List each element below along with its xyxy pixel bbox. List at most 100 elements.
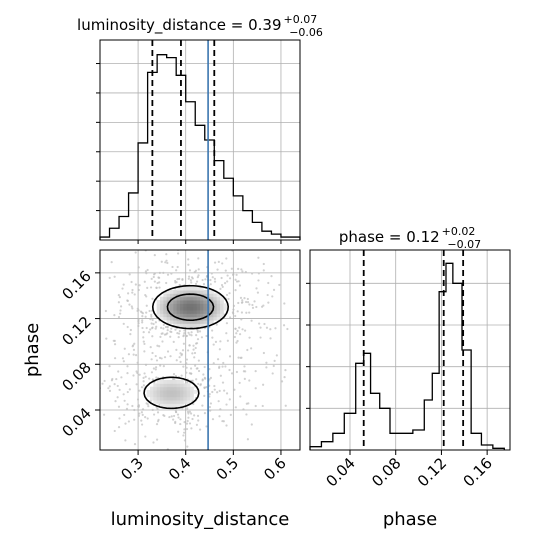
joint-density-cell-44-18 <box>160 300 164 304</box>
joint-sample-point-400 <box>236 329 239 332</box>
joint-sample-point-869 <box>237 301 240 305</box>
joint-sample-point-827 <box>243 377 246 380</box>
joint-sample-point-590 <box>237 280 240 283</box>
joint-density-cell-48-30 <box>200 286 204 291</box>
joint-density-cell-37-28 <box>193 323 198 328</box>
joint-sample-point-246 <box>159 335 162 338</box>
joint-sample-point-843 <box>251 303 254 307</box>
joint-density-cell-42-17 <box>156 306 161 311</box>
joint-sample-point-637 <box>209 409 212 412</box>
joint-sample-point-361 <box>197 268 200 271</box>
joint-sample-point-852 <box>202 283 206 286</box>
joint-sample-point-748 <box>251 306 255 309</box>
joint-density-cell-16-15 <box>150 393 154 398</box>
joint-density-cell-45-36 <box>220 296 224 301</box>
joint-density-cell-20-22 <box>173 380 178 384</box>
joint-density-cell-48-26 <box>186 286 191 291</box>
joint-density-cell-42-33 <box>210 306 214 311</box>
joint-density-cell-45-19 <box>163 296 168 301</box>
joint-sample-point-172 <box>227 297 230 301</box>
joint-sample-point-125 <box>232 312 235 315</box>
joint-sample-point-740 <box>146 268 149 272</box>
joint-density-cell-37-24 <box>180 323 184 328</box>
joint-sample-point-568 <box>228 398 231 401</box>
joint-sample-point-43 <box>228 277 232 280</box>
joint-density-cell-16-18 <box>160 393 164 398</box>
joint-sample-point-783 <box>235 341 238 344</box>
joint-sample-point-889 <box>149 318 152 321</box>
joint-sample-point-896 <box>158 281 161 284</box>
joint-sample-point-366 <box>137 266 140 269</box>
joint-sample-point-885 <box>190 372 193 375</box>
joint-sample-point-630 <box>137 324 140 328</box>
joint-density-cell-17-27 <box>190 390 194 394</box>
joint-sample-point-853 <box>101 382 104 385</box>
joint-density-cell-41-30 <box>200 310 204 314</box>
joint-sample-point-80 <box>126 390 129 394</box>
phase-xtick-label-1: 0.08 <box>368 454 404 490</box>
joint-density-cell-43-36 <box>220 303 224 308</box>
joint-sample-point-92 <box>154 368 157 371</box>
joint-density-cell-37-27 <box>190 323 194 328</box>
joint-sample-point-184 <box>141 319 144 322</box>
joint-sample-point-706 <box>127 292 130 295</box>
joint-sample-point-524 <box>155 376 158 379</box>
joint-density-cell-42-23 <box>176 306 181 311</box>
joint-sample-point-28 <box>217 260 220 263</box>
joint-density-cell-20-21 <box>170 380 174 384</box>
joint-sample-point-854 <box>229 413 232 416</box>
joint-sample-point-363 <box>186 407 189 410</box>
joint-sample-point-793 <box>209 283 212 286</box>
joint-density-cell-41-34 <box>213 310 218 314</box>
joint-sample-point-765 <box>182 334 185 337</box>
joint-sample-point-322 <box>140 411 143 414</box>
phase-quantile-lines <box>362 250 465 450</box>
joint-sample-point-402 <box>117 301 120 304</box>
joint-sample-point-823 <box>278 283 281 287</box>
joint-density-cell-44-24 <box>180 300 184 304</box>
joint-sample-point-529 <box>90 360 92 362</box>
joint-sample-point-187 <box>117 425 121 429</box>
joint-sample-point-168 <box>216 358 220 361</box>
joint-sample-point-368 <box>226 280 229 283</box>
joint-sample-point-178 <box>226 339 229 342</box>
joint-sample-point-347 <box>194 269 198 272</box>
joint-sample-point-687 <box>191 417 194 421</box>
joint-contour-grid <box>100 250 300 450</box>
luminosity-distance-title: luminosity_distance = 0.39 +0.07 −0.06 <box>77 13 323 39</box>
joint-density-cell-43-19 <box>163 303 168 308</box>
joint-density-cell-18-15 <box>150 386 154 391</box>
joint-sample-point-312 <box>178 356 181 359</box>
luminosity-distance-title-main: luminosity_distance = 0.39 <box>77 16 281 35</box>
joint-sample-point-571 <box>272 288 276 291</box>
joint-density-cell-40-23 <box>176 313 181 318</box>
phase-xtick-label-3: 0.16 <box>460 454 496 490</box>
joint-density-cell-44-34 <box>213 300 218 304</box>
joint-sample-point-13 <box>174 328 177 331</box>
joint-sample-point-310 <box>257 272 260 275</box>
joint-sample-point-196 <box>170 272 173 275</box>
joint-sample-point-503 <box>222 361 225 365</box>
joint-density-cell-14-17 <box>156 400 161 404</box>
joint-sample-point-170 <box>235 280 239 283</box>
joint-density-cell-13-23 <box>176 403 181 408</box>
joint-sample-point-68 <box>143 342 146 346</box>
joint-sample-point-627 <box>192 344 195 347</box>
joint-density-cell-41-24 <box>180 310 184 314</box>
joint-sample-point-6 <box>221 285 224 288</box>
luminosity-distance-xtick-label-1: 0.4 <box>165 454 195 484</box>
joint-sample-point-5 <box>135 383 138 386</box>
joint-density-cell-43-30 <box>200 303 204 308</box>
joint-sample-point-754 <box>157 418 160 421</box>
joint-sample-point-103 <box>265 326 269 329</box>
joint-sample-point-387 <box>113 383 116 386</box>
joint-sample-point-70 <box>185 358 189 361</box>
joint-sample-point-626 <box>208 242 210 244</box>
joint-density-cell-37-25 <box>183 323 188 328</box>
joint-sample-point-385 <box>216 268 219 271</box>
joint-sample-point-362 <box>145 304 148 307</box>
joint-sample-point-833 <box>132 353 135 356</box>
joint-sample-point-129 <box>198 428 202 431</box>
joint-sample-point-205 <box>75 351 77 353</box>
